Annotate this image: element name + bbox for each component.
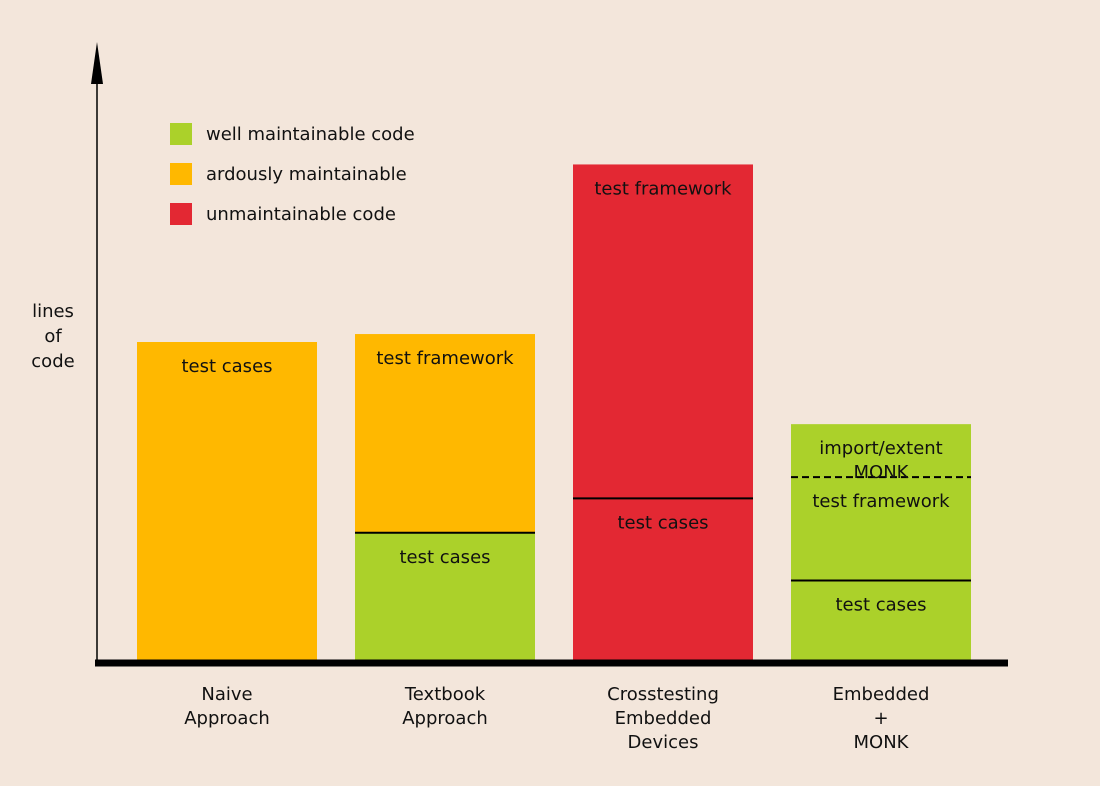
- x-tick-label: Naive: [201, 684, 252, 705]
- bar-segment: [791, 580, 971, 660]
- legend-swatch: [170, 163, 192, 185]
- x-tick-label: Textbook: [404, 684, 486, 705]
- bar-group: test cases test framework import/extent MON…: [791, 424, 971, 660]
- x-tick-label: MONK: [854, 732, 910, 753]
- bar-group: test cases: [137, 342, 317, 660]
- segment-label: test cases: [399, 547, 490, 568]
- chart-axes: [91, 42, 103, 662]
- x-tick-label: Embedded: [615, 708, 712, 729]
- bar-group: test cases test framework: [355, 334, 535, 660]
- x-tick-label: Crosstesting: [607, 684, 719, 705]
- y-axis-arrow-icon: [91, 42, 103, 84]
- legend-label: ardously maintainable: [206, 164, 407, 185]
- x-tick-label: Approach: [402, 708, 488, 729]
- segment-label: test cases: [617, 512, 708, 533]
- legend-label: well maintainable code: [206, 124, 415, 145]
- legend-swatch: [170, 123, 192, 145]
- x-axis-labels: Naive Approach Textbook Approach Crosstestin…: [184, 684, 929, 753]
- bar-segment: [573, 164, 753, 499]
- segment-label: test framework: [376, 348, 514, 369]
- bar-segment: [791, 477, 971, 581]
- segment-label: MONK: [854, 462, 910, 483]
- x-tick-label: Embedded: [833, 684, 930, 705]
- bar-segment: [355, 334, 535, 533]
- y-axis-label-line: lines: [32, 301, 74, 322]
- legend-label: unmaintainable code: [206, 204, 396, 225]
- bar-group: test cases test framework: [573, 164, 753, 660]
- bar-segment: [791, 424, 971, 478]
- segment-label: test framework: [812, 491, 950, 512]
- legend: well maintainable code ardously maintaina…: [170, 123, 415, 225]
- segment-label: test cases: [181, 356, 272, 377]
- bar-segment: [355, 532, 535, 660]
- y-axis-label: lines of code: [31, 301, 74, 372]
- bar-segment: [573, 498, 753, 660]
- legend-swatch: [170, 203, 192, 225]
- y-axis-label-line: of: [44, 326, 62, 347]
- segment-label: test framework: [594, 178, 732, 199]
- x-tick-label: Approach: [184, 708, 270, 729]
- y-axis-label-line: code: [31, 351, 74, 372]
- x-tick-label: +: [873, 708, 888, 729]
- bar-segment: [137, 342, 317, 660]
- x-tick-label: Devices: [628, 732, 699, 753]
- segment-label: test cases: [835, 595, 926, 616]
- segment-label: import/extent: [819, 438, 943, 459]
